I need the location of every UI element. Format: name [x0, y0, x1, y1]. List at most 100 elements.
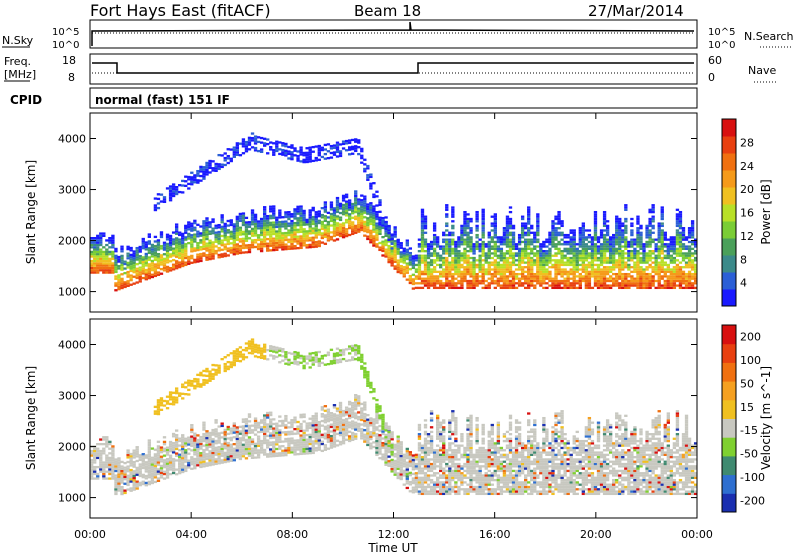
heatmap-cell [247, 250, 252, 254]
heatmap-cell [478, 247, 482, 251]
heatmap-cell [193, 453, 197, 456]
heatmap-cell [372, 209, 376, 213]
heatmap-cell [168, 450, 173, 453]
heatmap-cell [615, 277, 619, 280]
heatmap-cell [226, 161, 230, 165]
heatmap-cell [296, 212, 300, 215]
heatmap-cell [639, 227, 643, 230]
heatmap-cell [114, 263, 118, 267]
heatmap-cell [141, 237, 145, 241]
heatmap-cell [311, 218, 315, 221]
heatmap-cell [536, 233, 540, 237]
heatmap-cell [624, 208, 628, 211]
heatmap-cell [499, 270, 504, 273]
heatmap-cell [250, 438, 255, 441]
heatmap-cell [193, 233, 197, 236]
heatmap-cell [132, 472, 136, 475]
heatmap-cell [165, 268, 170, 271]
heatmap-cell [536, 256, 540, 260]
heatmap-cell [651, 275, 655, 278]
heatmap-cell [554, 247, 558, 251]
heatmap-cell [205, 224, 209, 227]
heatmap-cell [132, 460, 136, 464]
heatmap-cell [156, 257, 161, 260]
heatmap-cell [132, 483, 136, 487]
heatmap-cell [669, 279, 674, 283]
heatmap-cell [429, 268, 434, 271]
heatmap-cell [229, 235, 233, 238]
heatmap-cell [135, 258, 139, 261]
heatmap-cell [657, 254, 661, 257]
heatmap-cell [387, 247, 391, 250]
heatmap-cell [587, 275, 592, 278]
heatmap-cell [369, 234, 373, 237]
heatmap-cell [542, 263, 546, 267]
heatmap-cell [508, 263, 513, 267]
heatmap-cell [144, 257, 148, 260]
heatmap-cell [293, 208, 297, 211]
heatmap-cell [381, 224, 385, 227]
heatmap-cell [168, 443, 173, 446]
heatmap-cell [414, 259, 419, 262]
heatmap-cell [493, 275, 497, 278]
heatmap-cell [93, 253, 97, 256]
heatmap-cell [102, 253, 106, 256]
heatmap-cell [624, 238, 628, 241]
heatmap-cell [351, 228, 355, 231]
heatmap-cell [572, 243, 576, 246]
heatmap-cell [527, 227, 531, 230]
heatmap-cell [253, 218, 258, 221]
heatmap-cell [463, 231, 467, 234]
heatmap-cell [621, 245, 625, 248]
heatmap-cell [681, 279, 686, 283]
heatmap-cell [557, 268, 561, 271]
heatmap-cell [390, 257, 394, 260]
heatmap-cell [648, 217, 652, 221]
heatmap-cell [250, 347, 255, 350]
heatmap-cell [199, 447, 203, 450]
heatmap-cell [262, 144, 267, 147]
heatmap-cell [278, 433, 282, 437]
heatmap-cell [560, 222, 564, 225]
heatmap-cell [202, 220, 206, 223]
heatmap-cell [253, 238, 258, 242]
heatmap-cell [502, 252, 507, 255]
heatmap-cell [490, 256, 494, 260]
heatmap-cell [384, 239, 388, 242]
heatmap-cell [223, 369, 227, 373]
heatmap-cell [469, 229, 473, 232]
heatmap-cell [505, 227, 510, 230]
heatmap-cell [96, 449, 100, 453]
heatmap-cell [687, 236, 692, 239]
heatmap-cell [426, 275, 431, 278]
heatmap-cell [372, 239, 376, 243]
heatmap-cell [681, 270, 686, 273]
heatmap-cell [269, 452, 273, 456]
heatmap-cell [323, 235, 328, 239]
heatmap-cell [460, 229, 464, 232]
heatmap-cell [615, 220, 619, 223]
heatmap-cell [190, 428, 194, 431]
heatmap-cell [250, 442, 255, 446]
heatmap-cell [569, 231, 573, 234]
heatmap-cell [335, 233, 340, 236]
heatmap-cell [581, 279, 586, 283]
heatmap-cell [472, 286, 476, 290]
heatmap-cell [159, 267, 164, 271]
heatmap-cell [624, 263, 628, 267]
heatmap-cell [214, 448, 218, 452]
heatmap-cell [335, 217, 340, 220]
heatmap-cell [174, 396, 179, 399]
heatmap-cell [660, 243, 664, 246]
heatmap-cell [217, 371, 221, 374]
heatmap-cell [205, 464, 209, 467]
colorbar-segment [722, 170, 736, 188]
heatmap-cell [235, 252, 240, 255]
heatmap-cell [660, 215, 664, 218]
heatmap-cell [96, 253, 100, 256]
heatmap-cell [314, 215, 318, 218]
heatmap-cell [293, 244, 297, 248]
heatmap-cell [414, 282, 419, 285]
heatmap-cell [612, 279, 616, 283]
heatmap-cell [256, 243, 261, 246]
